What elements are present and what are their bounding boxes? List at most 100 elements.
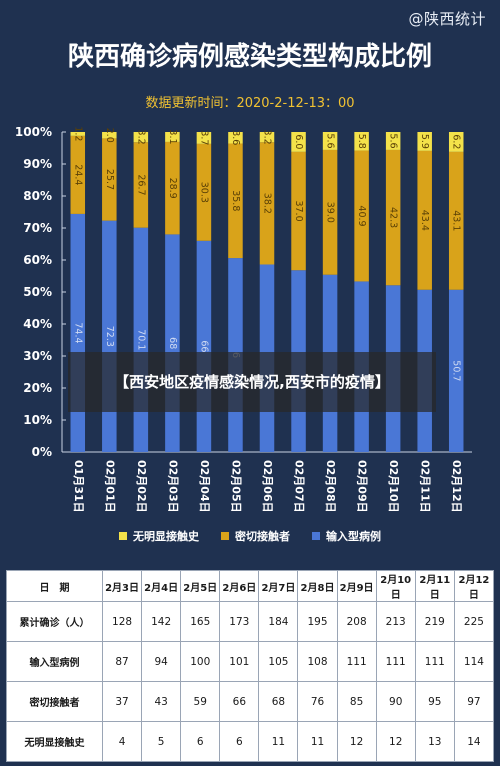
table-cell: 68 xyxy=(258,681,299,722)
table-cell: 5 xyxy=(141,721,182,762)
table-cell: 11 xyxy=(258,721,299,762)
table-header-cell: 日 期 xyxy=(6,570,103,602)
bar-data-label: 6.0 xyxy=(293,134,304,149)
bar-data-label: 43.4 xyxy=(419,210,430,231)
x-tick-label: 01月31日 xyxy=(72,460,85,513)
bar-data-label: 40.9 xyxy=(356,205,367,226)
bar-segment xyxy=(417,150,432,290)
table-row: 密切接触者 37 43 59 66 68 76 85 90 95 97 xyxy=(6,681,495,722)
x-tick-label: 02月04日 xyxy=(198,460,211,513)
table-cell: 111 xyxy=(414,641,455,682)
bar-data-label: 42.3 xyxy=(388,207,399,228)
table-cell: 95 xyxy=(414,681,455,722)
bar-data-label: 35.8 xyxy=(230,190,241,211)
table-cell: 142 xyxy=(141,601,182,642)
table-cell: 12 xyxy=(336,721,377,762)
x-tick-label: 02月09日 xyxy=(356,460,369,513)
table-cell: 6 xyxy=(219,721,260,762)
stats-table: 日 期 2月3日 2月4日 2月5日 2月6日 2月7日 2月8日 2月9日 2… xyxy=(6,570,495,762)
table-row-label: 累计确诊（人） xyxy=(6,601,103,642)
bar-data-label: 3.7 xyxy=(198,130,209,145)
x-tick-label: 02月03日 xyxy=(166,460,179,513)
table-row: 累计确诊（人） 128 142 165 173 184 195 208 213 … xyxy=(6,601,495,642)
table-cell: 195 xyxy=(297,601,338,642)
bar-data-label: 3.2 xyxy=(135,130,146,145)
bar-segment xyxy=(102,132,117,139)
y-tick-label: 20% xyxy=(23,381,52,395)
table-cell: 59 xyxy=(180,681,221,722)
bar-data-label: 2.0 xyxy=(104,128,115,143)
bar-data-label: 38.2 xyxy=(262,193,273,214)
x-tick-label: 02月01日 xyxy=(103,460,116,513)
bar-data-label: 70.1 xyxy=(135,329,146,350)
y-tick-label: 0% xyxy=(32,445,52,459)
y-tick-label: 90% xyxy=(23,157,52,171)
table-cell: 14 xyxy=(453,721,495,762)
update-time-label: 数据更新时间：2020-2-12-13：00 xyxy=(145,96,355,111)
table-cell: 114 xyxy=(453,641,495,682)
legend-label: 无明显接触史 xyxy=(133,530,199,543)
bar-data-label: 1.2 xyxy=(72,126,83,141)
bar-segment xyxy=(385,132,401,150)
bar-segment xyxy=(417,132,432,151)
stacked-bar-chart: 0% 10% 20% 30% 40% 50% 60% 70% 80% 90% 100% 74.4 24.… xyxy=(15,125,472,513)
table-cell: 105 xyxy=(258,641,299,682)
table-cell: 6 xyxy=(180,721,221,762)
table-header-cell: 2月4日 xyxy=(141,570,182,602)
table-header-cell: 2月3日 xyxy=(101,570,143,602)
table-cell: 87 xyxy=(101,641,143,682)
table-header-row: 日 期 2月3日 2月4日 2月5日 2月6日 2月7日 2月8日 2月9日 2… xyxy=(6,570,495,602)
bar-data-label: 28.9 xyxy=(167,178,178,199)
y-tick-label: 50% xyxy=(23,285,52,299)
table-cell: 208 xyxy=(336,601,377,642)
table-cell: 85 xyxy=(336,681,377,722)
bar-segment xyxy=(322,149,338,275)
table-cell: 4 xyxy=(101,721,143,762)
table-cell: 128 xyxy=(101,601,143,642)
table-row-label: 密切接触者 xyxy=(6,681,103,722)
table-row-label: 输入型病例 xyxy=(6,641,103,682)
bar-data-label: 74.4 xyxy=(72,322,83,343)
chart-legend: 无明显接触史 密切接触者 输入型病例 xyxy=(0,528,500,544)
legend-item: 输入型病例 xyxy=(312,528,381,544)
bar-segment xyxy=(448,151,464,290)
bar-segment xyxy=(448,289,464,452)
table-cell: 12 xyxy=(375,721,416,762)
x-tick-label: 02月05日 xyxy=(229,460,242,513)
page-title: 陕西确诊病例感染类型构成比例 xyxy=(67,42,432,72)
y-tick-label: 10% xyxy=(23,413,52,427)
table-row: 无明显接触史 4 5 6 6 11 11 12 12 13 14 xyxy=(6,721,495,762)
bar-data-label: 24.4 xyxy=(72,164,83,185)
bar-data-label: 3.2 xyxy=(262,130,273,145)
x-tick-label: 02月07日 xyxy=(293,460,306,513)
bar-data-label: 5.6 xyxy=(325,133,336,148)
x-tick-label: 02月02日 xyxy=(135,460,148,513)
table-cell: 97 xyxy=(453,681,495,722)
bar-segment xyxy=(165,141,180,235)
table-row-label: 无明显接触史 xyxy=(6,721,103,762)
bar-data-label: 50.7 xyxy=(451,360,462,381)
caption-overlay: 【西安地区疫情感染情况,西安市的疫情】 xyxy=(68,352,436,412)
bar-data-label: 37.0 xyxy=(293,200,304,221)
bar-data-label: 25.7 xyxy=(104,169,115,190)
bar-segment xyxy=(291,151,306,271)
table-cell: 37 xyxy=(101,681,143,722)
bar-segment xyxy=(259,132,275,143)
table-cell: 173 xyxy=(219,601,260,642)
bar-data-label: 30.3 xyxy=(198,182,209,203)
x-tick-label: 02月12日 xyxy=(450,460,463,513)
table-cell: 94 xyxy=(141,641,182,682)
bar-segment xyxy=(385,149,401,286)
table-cell: 213 xyxy=(375,601,416,642)
table-cell: 76 xyxy=(297,681,338,722)
bar-segment xyxy=(102,138,117,221)
x-tick-label: 02月10日 xyxy=(387,460,400,513)
bar-segment xyxy=(70,135,86,214)
watermark-text: @陕西统计 xyxy=(408,10,486,28)
bar-data-label: 66 xyxy=(198,340,209,352)
bar-segment xyxy=(196,143,212,241)
bar-data-label: 5.8 xyxy=(356,134,367,149)
table-cell: 100 xyxy=(180,641,221,682)
bar-data-label: 5.6 xyxy=(388,133,399,148)
x-tick-label: 02月11日 xyxy=(419,460,432,513)
